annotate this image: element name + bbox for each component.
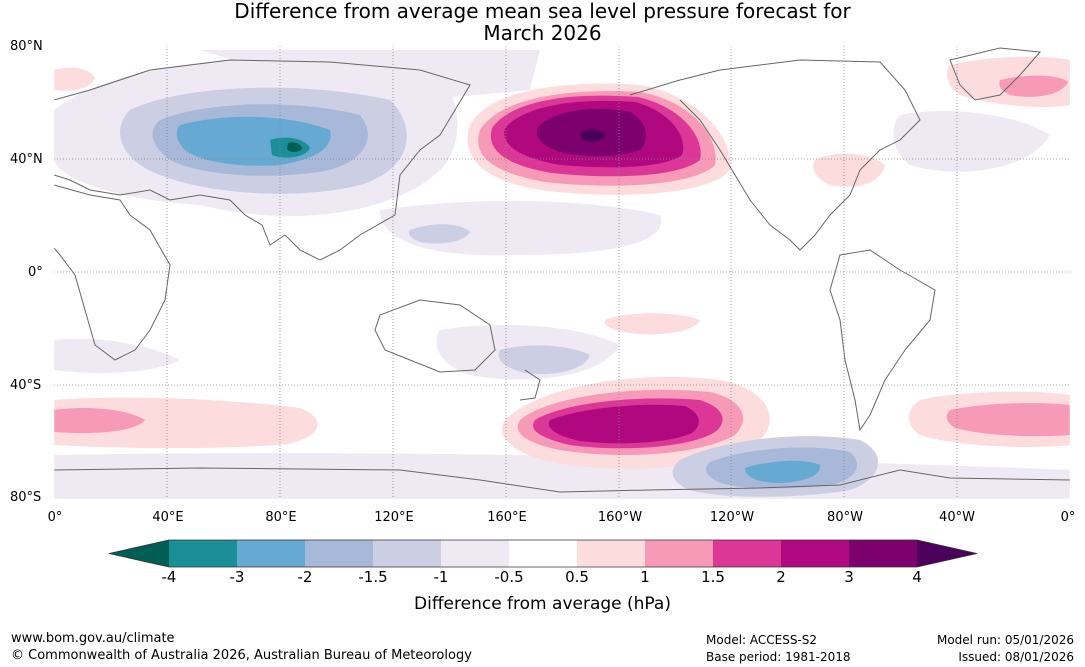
lat-label-40s: 40°S — [10, 378, 42, 393]
lat-label-80n: 80°N — [10, 39, 43, 54]
graticule — [54, 46, 1070, 499]
chart-title-line1: Difference from average mean sea level p… — [234, 0, 851, 23]
lon-label-120e: 120°E — [374, 510, 414, 525]
anomaly-amundsen-low-2 — [745, 460, 821, 483]
coast-antarctica — [54, 467, 1070, 493]
footer-copyright: © Commonwealth of Australia 2026, Austra… — [11, 648, 472, 663]
colorbar-segment-4 — [373, 540, 441, 567]
coast-eurasia — [54, 59, 471, 261]
lon-label-80e: 80°E — [265, 510, 297, 525]
anomaly-greenland-high-2 — [999, 75, 1068, 97]
lon-label-0-east: 0° — [1060, 510, 1076, 525]
colorbar-label-neg1-5: -1.5 — [358, 568, 388, 586]
anomaly-southern-band-west — [54, 397, 318, 449]
footer-model: Model: ACCESS-S2 — [706, 633, 818, 647]
anomaly-eurasia-low-5 — [287, 142, 302, 152]
lat-label-40n: 40°N — [10, 152, 43, 167]
anomaly-west-europe-high — [54, 67, 95, 91]
colorbar-arrow-min — [109, 540, 169, 567]
lon-label-40w: 40°W — [939, 510, 975, 525]
anomaly-australia-low — [498, 345, 590, 375]
colorbar-label-3: 3 — [844, 568, 854, 586]
colorbar-segment-8 — [645, 540, 713, 567]
colorbar-segment-11 — [849, 540, 917, 567]
colorbar-label-1: 1 — [640, 568, 650, 586]
lon-label-80w: 80°W — [827, 510, 863, 525]
anomaly-weak-indian — [54, 338, 180, 373]
chart-title-line2: March 2026 — [483, 21, 602, 45]
colorbar-label-1-5: 1.5 — [701, 568, 725, 586]
colorbar-outline — [108, 539, 978, 568]
anomaly-socean-high-3 — [548, 404, 699, 444]
coast-south-america — [829, 249, 936, 432]
colorbar-label-neg2: -2 — [297, 568, 313, 586]
colorbar-label-0-5: 0.5 — [565, 568, 589, 586]
anomaly-weak-atlantic — [893, 111, 1050, 172]
colorbar-arrow-max — [917, 540, 977, 567]
colorbar-title: Difference from average (hPa) — [414, 594, 671, 614]
anomaly-pacific-low — [408, 224, 470, 244]
anomaly-subtropical-high — [604, 313, 700, 335]
lon-label-40e: 40°E — [152, 510, 184, 525]
colorbar-segment-6 — [509, 540, 577, 567]
footer-base-period: Base period: 1981-2018 — [706, 650, 851, 664]
colorbar-segment-1 — [169, 540, 237, 567]
footer-website: www.bom.gov.au/climate — [11, 631, 175, 646]
lon-label-120w: 120°W — [709, 510, 755, 525]
coast-north-america — [629, 59, 921, 251]
lat-label-0: 0° — [28, 265, 43, 280]
colorbar-label-2: 2 — [776, 568, 786, 586]
coastlines — [54, 47, 1070, 493]
colorbar-label-4: 4 — [912, 568, 922, 586]
anomaly-us-high — [813, 153, 885, 187]
colorbar-label-neg0-5: -0.5 — [494, 568, 524, 586]
colorbar-label-neg3: -3 — [229, 568, 245, 586]
coast-africa — [54, 184, 171, 361]
coast-greenland — [949, 47, 1042, 101]
colorbar-segment-7 — [577, 540, 645, 567]
anomaly-southern-band-west-2 — [54, 408, 145, 434]
map-frame — [53, 45, 1071, 500]
colorbar-segment-9 — [713, 540, 781, 567]
colorbar-segment-3 — [305, 540, 373, 567]
lon-label-160e: 160°E — [487, 510, 527, 525]
lat-label-80s: 80°S — [10, 490, 42, 505]
colorbar-segments — [109, 540, 977, 567]
colorbar-segment-10 — [781, 540, 849, 567]
anomaly-satlantic-high-2 — [946, 403, 1070, 437]
coast-new-zealand — [519, 369, 541, 401]
anomaly-npacific-high-5 — [580, 129, 606, 142]
coast-australia — [374, 299, 496, 373]
lon-label-160w: 160°W — [597, 510, 643, 525]
footer-issued: Issued: 08/01/2026 — [958, 650, 1074, 664]
anomaly-weak-arctic — [200, 50, 540, 100]
lon-label-0-west: 0° — [47, 510, 63, 525]
colorbar-segment-2 — [237, 540, 305, 567]
footer-model-run: Model run: 05/01/2026 — [936, 633, 1074, 647]
colorbar-label-neg1: -1 — [433, 568, 449, 586]
colorbar-segment-5 — [441, 540, 509, 567]
colorbar-label-neg4: -4 — [161, 568, 177, 586]
